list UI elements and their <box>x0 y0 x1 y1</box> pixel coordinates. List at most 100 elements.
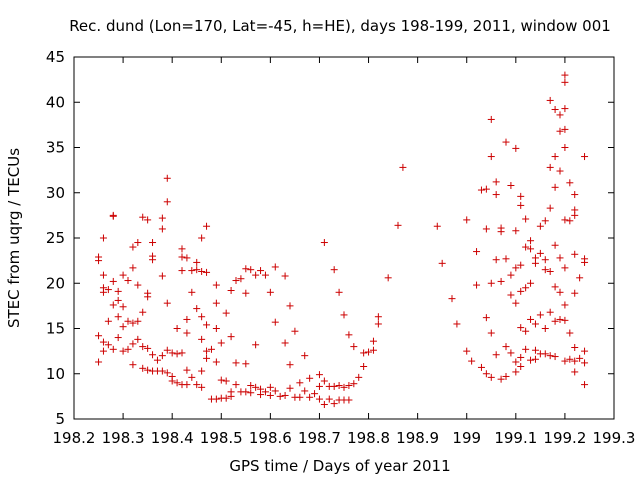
data-point-plus-marker <box>531 355 539 363</box>
data-point-plus-marker <box>320 401 328 409</box>
data-point-plus-marker <box>561 71 569 79</box>
data-point-plus-marker <box>320 239 328 247</box>
data-point-plus-marker <box>512 368 520 376</box>
data-point-plus-marker <box>448 295 456 303</box>
x-axis-label: GPS time / Days of year 2011 <box>229 457 450 475</box>
data-point-plus-marker <box>522 327 530 335</box>
data-point-plus-marker <box>114 287 122 295</box>
data-point-plus-marker <box>119 303 127 311</box>
data-point-plus-marker <box>477 363 485 371</box>
data-point-plus-marker <box>247 266 255 274</box>
data-point-plus-marker <box>149 239 157 247</box>
data-point-plus-marker <box>306 374 314 382</box>
data-point-plus-marker <box>556 315 564 323</box>
data-point-plus-marker <box>183 381 191 389</box>
data-point-plus-marker <box>512 227 520 235</box>
data-point-plus-marker <box>482 370 490 378</box>
data-point-plus-marker <box>134 335 142 343</box>
data-point-plus-marker <box>531 346 539 354</box>
data-point-plus-marker <box>315 382 323 390</box>
data-point-plus-marker <box>134 239 142 247</box>
data-point-plus-marker <box>232 359 240 367</box>
y-tick-label: 30 <box>46 184 65 202</box>
data-point-plus-marker <box>497 375 505 383</box>
data-point-plus-marker <box>114 334 122 342</box>
data-point-plus-marker <box>266 288 274 296</box>
data-point-plus-marker <box>546 204 554 212</box>
data-point-plus-marker <box>198 267 206 275</box>
data-point-plus-marker <box>114 296 122 304</box>
data-point-plus-marker <box>507 271 515 279</box>
data-point-plus-marker <box>507 349 515 357</box>
data-point-plus-marker <box>512 264 520 272</box>
data-point-plus-marker <box>212 325 220 332</box>
data-point-plus-marker <box>198 383 206 391</box>
data-point-plus-marker <box>203 268 211 276</box>
data-point-plus-marker <box>203 321 211 329</box>
data-point-plus-marker <box>203 347 211 355</box>
data-point-plus-marker <box>522 243 530 251</box>
data-point-plus-marker <box>276 392 284 400</box>
data-point-plus-marker <box>345 382 353 390</box>
data-point-plus-marker <box>482 185 490 193</box>
data-point-plus-marker <box>571 250 579 258</box>
data-point-plus-marker <box>168 377 176 385</box>
data-point-plus-marker <box>556 288 564 296</box>
data-point-plus-marker <box>463 216 471 224</box>
data-point-plus-marker <box>546 267 554 275</box>
x-tick-label: 198.6 <box>249 429 292 447</box>
data-point-plus-marker <box>369 337 377 345</box>
data-point-plus-marker <box>129 264 137 272</box>
data-point-plus-marker <box>345 331 353 339</box>
data-point-plus-marker <box>119 271 127 279</box>
y-tick-label: 35 <box>46 139 65 157</box>
data-point-plus-marker <box>360 363 368 371</box>
data-point-plus-marker <box>571 357 579 365</box>
data-point-plus-marker <box>158 352 166 360</box>
x-tick-label: 198.3 <box>102 429 145 447</box>
data-point-plus-marker <box>335 288 343 296</box>
data-point-plus-marker <box>261 388 269 396</box>
data-point-plus-marker <box>556 111 564 119</box>
data-point-plus-marker <box>252 271 260 279</box>
data-point-plus-marker <box>281 339 289 347</box>
data-point-plus-marker <box>301 387 309 395</box>
data-point-plus-marker <box>566 355 574 363</box>
data-point-plus-marker <box>571 368 579 376</box>
data-point-plus-marker <box>561 357 569 365</box>
data-point-plus-marker <box>527 237 535 245</box>
data-point-plus-marker <box>473 248 481 256</box>
data-point-plus-marker <box>492 191 500 199</box>
data-point-plus-marker <box>193 258 201 266</box>
data-point-plus-marker <box>203 222 211 230</box>
data-point-plus-marker <box>261 271 269 279</box>
data-point-plus-marker <box>227 392 235 400</box>
data-point-plus-marker <box>394 221 402 229</box>
data-point-plus-marker <box>158 367 166 375</box>
data-point-plus-marker <box>340 383 348 391</box>
data-point-plus-marker <box>158 272 166 280</box>
data-point-plus-marker <box>139 308 147 316</box>
data-point-plus-marker <box>522 215 530 223</box>
data-point-plus-marker <box>561 125 569 133</box>
data-point-plus-marker <box>217 376 225 384</box>
data-point-plus-marker <box>517 192 525 200</box>
data-point-plus-marker <box>531 320 539 328</box>
data-point-plus-marker <box>271 387 279 395</box>
x-tick-label: 198.5 <box>200 429 243 447</box>
data-point-plus-marker <box>468 357 476 365</box>
data-point-plus-marker <box>492 256 500 264</box>
data-point-plus-marker <box>360 349 368 357</box>
data-point-plus-marker <box>551 283 559 291</box>
data-point-plus-marker <box>227 286 235 294</box>
data-point-plus-marker <box>482 314 490 322</box>
data-point-plus-marker <box>109 301 117 309</box>
data-point-plus-marker <box>453 320 461 328</box>
data-point-plus-marker <box>178 253 186 261</box>
data-point-plus-marker <box>212 281 220 289</box>
data-point-plus-marker <box>232 277 240 285</box>
data-point-plus-marker <box>546 163 554 171</box>
data-point-plus-marker <box>95 332 103 340</box>
